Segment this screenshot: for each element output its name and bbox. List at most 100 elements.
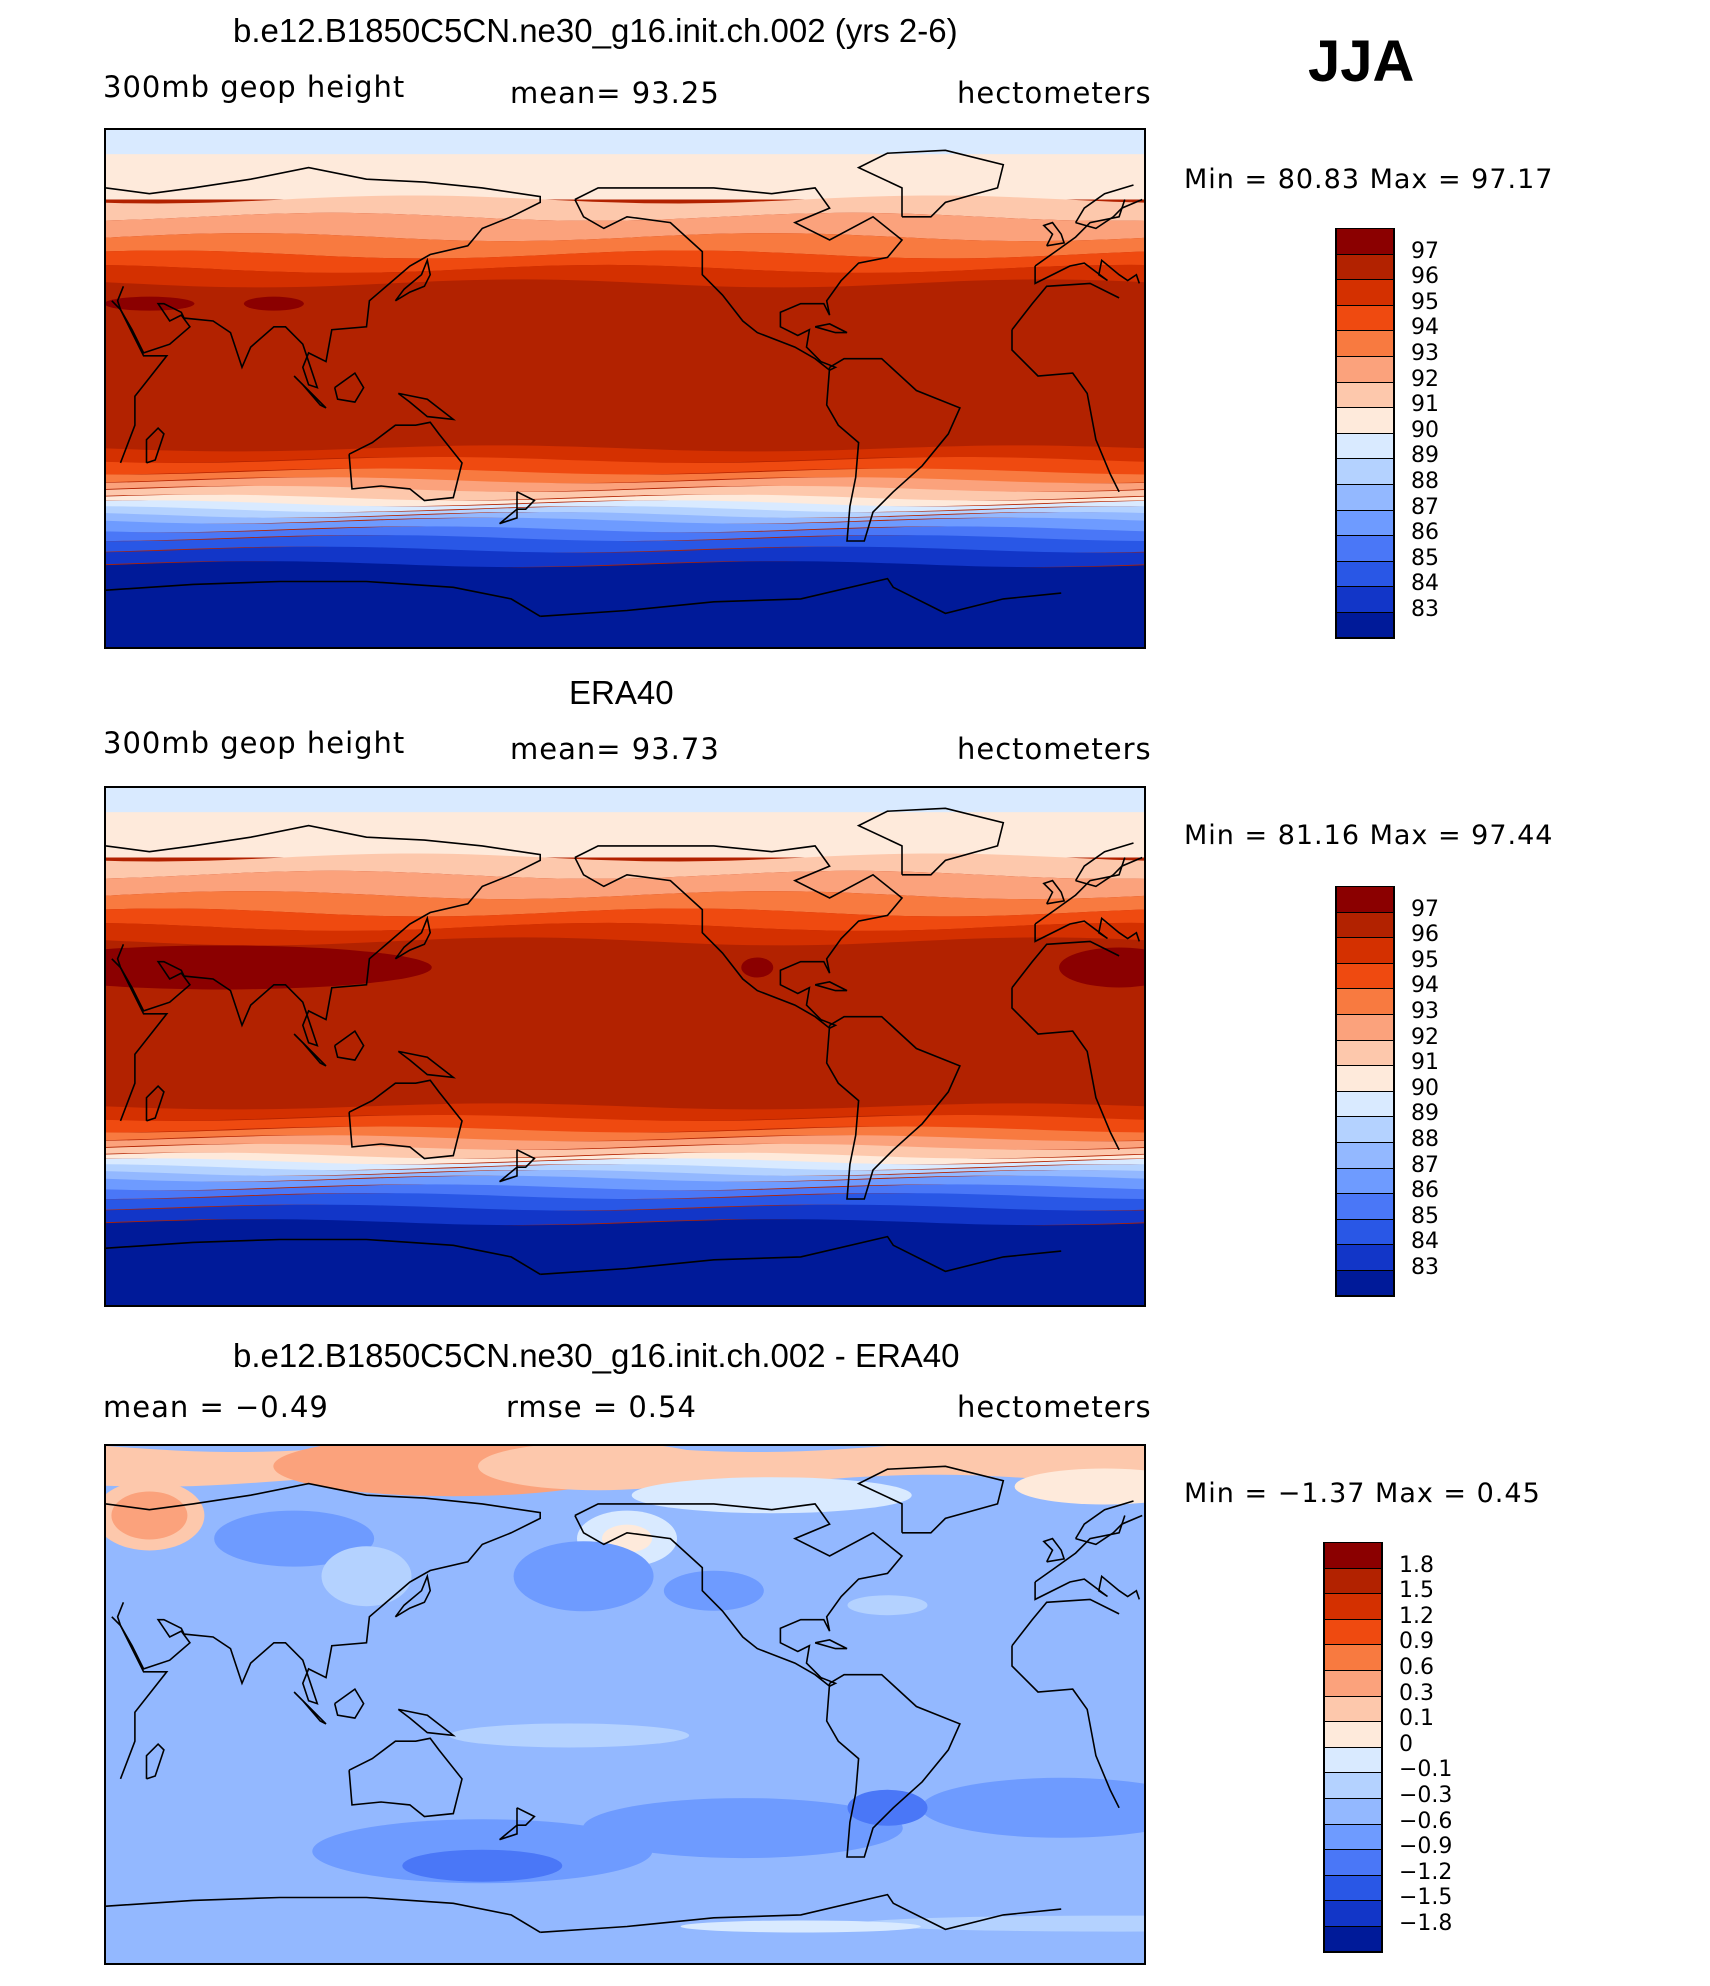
- colorbar-tick-label: 96: [1411, 922, 1439, 948]
- colorbar-tick-label: 89: [1411, 1101, 1439, 1127]
- colorbar-swatch: [1335, 1090, 1395, 1118]
- colorbar-swatch: [1323, 1926, 1383, 1953]
- colorbar-tick-label: −0.6: [1399, 1808, 1453, 1834]
- colorbar-tick-label: 84: [1411, 1229, 1439, 1255]
- colorbar-swatch: [1335, 937, 1395, 964]
- colorbar-tick-label: −0.1: [1399, 1757, 1453, 1783]
- colorbar-swatch: [1323, 1593, 1383, 1620]
- colorbar-tick-label: 0: [1399, 1731, 1413, 1757]
- colorbar-swatch: [1323, 1900, 1383, 1927]
- colorbar-tick-label: 97: [1411, 238, 1439, 264]
- colorbar-swatch: [1335, 381, 1395, 409]
- colorbar-tick-label: −1.5: [1399, 1885, 1453, 1911]
- map-model: [104, 128, 1146, 649]
- colorbar-tick-label: 90: [1411, 1075, 1439, 1101]
- colorbar-swatch: [1335, 560, 1395, 588]
- colorbar-swatch: [1335, 1142, 1395, 1169]
- colorbar-swatch: [1335, 535, 1395, 562]
- colorbar-swatch: [1323, 1644, 1383, 1671]
- colorbar-tick-label: 95: [1411, 289, 1439, 315]
- colorbar-tick-label: 86: [1411, 520, 1439, 546]
- colorbar-swatch: [1323, 1772, 1383, 1799]
- colorbar-tick-label: 85: [1411, 545, 1439, 571]
- colorbar-swatch: [1335, 612, 1395, 639]
- panel-title: b.e12.B1850C5CN.ne30_g16.init.ch.002 - E…: [233, 1337, 960, 1374]
- colorbar-tick-label: 95: [1411, 947, 1439, 973]
- colorbar-tick-label: 88: [1411, 1127, 1439, 1152]
- colorbar-tick-label: 91: [1411, 392, 1439, 418]
- colorbar-swatch: [1335, 228, 1395, 255]
- colorbar-tick-label: 0.1: [1399, 1706, 1434, 1732]
- colorbar-tick-label: 91: [1411, 1050, 1439, 1076]
- colorbar-swatch: [1335, 1116, 1395, 1143]
- colorbar-swatch: [1335, 458, 1395, 485]
- colorbar-swatch: [1335, 330, 1395, 357]
- colorbar-tick-label: 0.9: [1399, 1629, 1434, 1655]
- min-max-label: Min = 81.16 Max = 97.44: [1184, 820, 1554, 851]
- colorbar-swatch: [1335, 988, 1395, 1015]
- colorbar-swatch: [1323, 1746, 1383, 1774]
- colorbar-tick-label: 0.6: [1399, 1655, 1434, 1680]
- colorbar-tick-label: 87: [1411, 494, 1439, 520]
- colorbar-tick-label: 88: [1411, 469, 1439, 494]
- colorbar-swatch: [1335, 1270, 1395, 1297]
- colorbar-swatch: [1335, 911, 1395, 939]
- colorbar-swatch: [1323, 1618, 1383, 1646]
- map-obs: [104, 786, 1146, 1307]
- colorbar-tick-label: −1.8: [1399, 1911, 1453, 1936]
- colorbar-tick-label: 1.5: [1399, 1578, 1434, 1604]
- colorbar-swatch: [1335, 1065, 1395, 1092]
- colorbar-tick-label: 94: [1411, 315, 1439, 341]
- colorbar-tick-label: 86: [1411, 1178, 1439, 1204]
- colorbar-swatch: [1335, 356, 1395, 383]
- colorbar-tick-label: −1.2: [1399, 1859, 1453, 1885]
- panel-title: ERA40: [569, 674, 674, 711]
- colorbar-swatch: [1335, 253, 1395, 281]
- colorbar-tick-label: 1.8: [1399, 1552, 1434, 1578]
- colorbar-swatch: [1335, 1244, 1395, 1271]
- variable-label: 300mb geop height: [103, 70, 406, 104]
- colorbar-tick-label: 1.2: [1399, 1603, 1434, 1629]
- colorbar-swatch: [1335, 509, 1395, 537]
- colorbar-swatch: [1335, 279, 1395, 306]
- rmse-label: rmse = 0.54: [506, 1390, 697, 1424]
- colorbar-tick-label: 87: [1411, 1152, 1439, 1178]
- colorbar-swatch: [1335, 1167, 1395, 1195]
- colorbar-swatch: [1335, 962, 1395, 990]
- colorbar-tick-label: 92: [1411, 1024, 1439, 1050]
- units-label: hectometers: [957, 732, 1152, 766]
- colorbar-swatch: [1335, 586, 1395, 613]
- colorbar-swatch: [1335, 432, 1395, 460]
- colorbar-tick-label: 96: [1411, 264, 1439, 290]
- colorbar-swatch: [1323, 1874, 1383, 1902]
- panel-title: b.e12.B1850C5CN.ne30_g16.init.ch.002 (yr…: [233, 12, 958, 49]
- colorbar-swatch: [1323, 1670, 1383, 1697]
- min-max-label: Min = 80.83 Max = 97.17: [1184, 164, 1554, 195]
- colorbar-swatch: [1335, 1218, 1395, 1246]
- colorbar-tick-label: 84: [1411, 571, 1439, 597]
- colorbar-tick-label: 94: [1411, 973, 1439, 999]
- units-label: hectometers: [957, 76, 1152, 110]
- season-label: JJA: [1308, 29, 1415, 94]
- colorbar-swatch: [1323, 1695, 1383, 1723]
- colorbar-swatch: [1335, 407, 1395, 434]
- mean-label: mean = −0.49: [103, 1390, 329, 1424]
- colorbar-swatch: [1335, 1014, 1395, 1041]
- colorbar-swatch: [1335, 1039, 1395, 1067]
- colorbar-swatch: [1335, 1193, 1395, 1220]
- colorbar-tick-label: 93: [1411, 341, 1439, 366]
- colorbar-swatch: [1335, 886, 1395, 913]
- units-label: hectometers: [957, 1390, 1152, 1424]
- variable-label: 300mb geop height: [103, 726, 406, 760]
- colorbar-tick-label: 85: [1411, 1203, 1439, 1229]
- map-diff: [104, 1444, 1146, 1965]
- colorbar-swatch: [1323, 1542, 1383, 1569]
- colorbar-tick-label: 0.3: [1399, 1680, 1434, 1706]
- mean-label: mean= 93.25: [510, 76, 720, 110]
- colorbar-swatch: [1335, 484, 1395, 511]
- colorbar-tick-label: 97: [1411, 896, 1439, 922]
- colorbar-swatch: [1323, 1721, 1383, 1748]
- colorbar-swatch: [1335, 304, 1395, 332]
- colorbar-swatch: [1323, 1798, 1383, 1825]
- mean-label: mean= 93.73: [510, 732, 720, 766]
